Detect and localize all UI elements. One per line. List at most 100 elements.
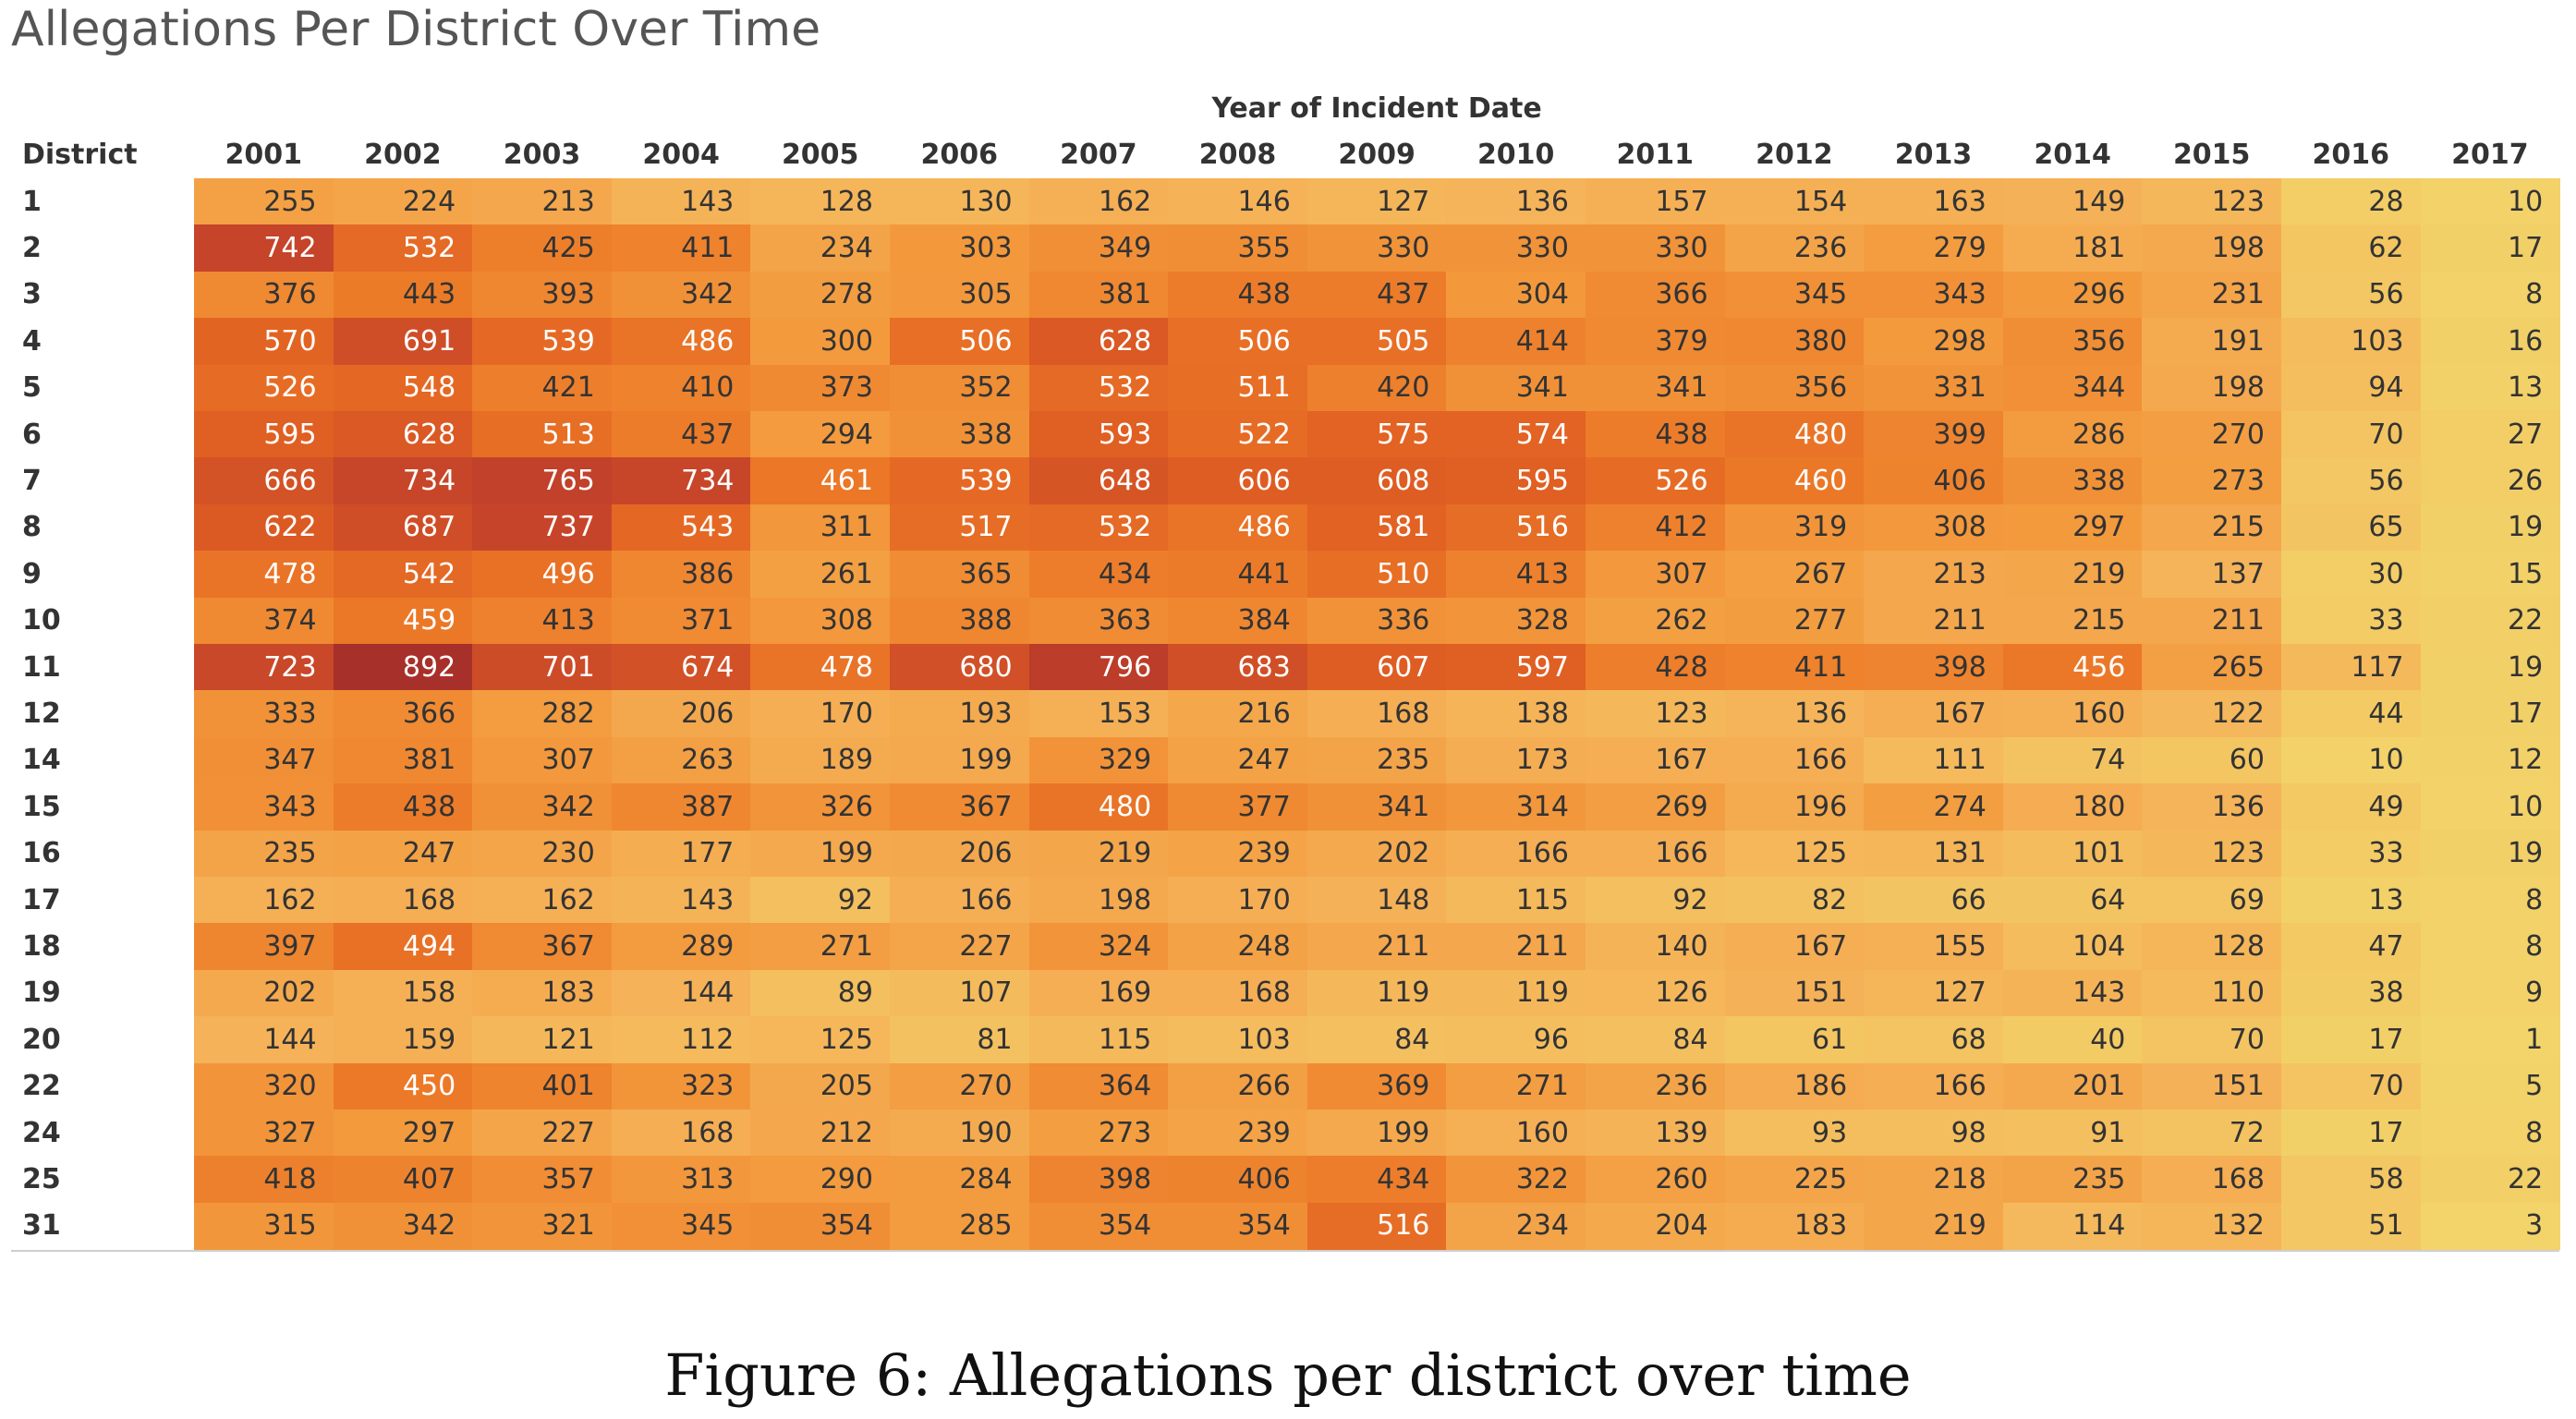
heatmap-cell xyxy=(2281,783,2422,831)
row-header: 20 xyxy=(22,1023,61,1056)
cell-value: 115 xyxy=(1098,1023,1152,1056)
heatmap-cell xyxy=(2281,1016,2422,1064)
heatmap-cell xyxy=(611,644,751,691)
cell-value: 342 xyxy=(402,1209,456,1243)
heatmap-cell xyxy=(750,457,891,505)
cell-value: 17 xyxy=(2368,1023,2404,1056)
heatmap-cell xyxy=(333,1016,473,1064)
heatmap-cell xyxy=(1864,690,2004,738)
column-header: 2005 xyxy=(781,139,859,171)
cell-value: 17 xyxy=(2368,1116,2404,1149)
heatmap-cell xyxy=(2281,736,2422,784)
cell-value: 235 xyxy=(263,837,317,870)
column-header: 2004 xyxy=(642,139,720,171)
heatmap-cell xyxy=(333,318,473,366)
heatmap-cell xyxy=(472,877,613,924)
heatmap-cell xyxy=(472,690,613,738)
cell-value: 19 xyxy=(2508,511,2544,544)
cell-value: 224 xyxy=(402,185,456,218)
cell-value: 159 xyxy=(402,1023,456,1056)
cell-value: 170 xyxy=(1237,883,1291,916)
cell-value: 44 xyxy=(2368,697,2404,731)
heatmap-cell xyxy=(750,411,891,458)
heatmap-cell xyxy=(890,1016,1030,1064)
heatmap-cell xyxy=(2420,1016,2560,1064)
heatmap-cell xyxy=(1306,1016,1447,1064)
heatmap-cell xyxy=(1446,457,1586,505)
cell-value: 303 xyxy=(959,232,1013,265)
heatmap-cell xyxy=(333,877,473,924)
column-header: 2015 xyxy=(2172,139,2251,171)
heatmap-cell xyxy=(1306,1156,1447,1204)
heatmap-cell xyxy=(1586,644,1726,691)
heatmap-cell xyxy=(2281,1156,2422,1204)
cell-value: 628 xyxy=(402,418,456,451)
cell-value: 119 xyxy=(1515,976,1569,1010)
heatmap-cell xyxy=(194,923,334,971)
cell-value: 110 xyxy=(2211,976,2265,1010)
cell-value: 516 xyxy=(1515,511,1569,544)
cell-value: 356 xyxy=(1793,371,1848,405)
cell-value: 414 xyxy=(1515,324,1569,358)
cell-value: 581 xyxy=(1377,511,1430,544)
heatmap-cell xyxy=(1168,1016,1308,1064)
cell-value: 58 xyxy=(2368,1163,2404,1196)
heatmap-cell xyxy=(1586,364,1726,412)
cell-value: 68 xyxy=(1950,1023,1987,1056)
column-header: 2002 xyxy=(364,139,442,171)
heatmap-cell xyxy=(750,271,891,319)
cell-value: 139 xyxy=(1655,1116,1708,1149)
heatmap-cell xyxy=(1724,597,1865,645)
heatmap-cell xyxy=(2002,318,2143,366)
heatmap-cell xyxy=(1864,411,2004,458)
heatmap-cell xyxy=(2142,224,2282,273)
heatmap-cell xyxy=(1446,830,1586,878)
heatmap-cell xyxy=(611,503,751,552)
heatmap-cell xyxy=(750,1110,891,1157)
cell-value: 157 xyxy=(1655,185,1708,218)
cell-value: 270 xyxy=(959,1070,1013,1103)
cell-value: 167 xyxy=(1793,930,1848,964)
heatmap-cell xyxy=(2281,1110,2422,1157)
cell-value: 170 xyxy=(820,697,873,731)
cell-value: 496 xyxy=(541,557,595,590)
cell-value: 70 xyxy=(2368,418,2404,451)
column-header: 2009 xyxy=(1338,139,1416,171)
heatmap-cell xyxy=(194,969,334,1017)
heatmap-cell xyxy=(1864,783,2004,831)
cell-value: 89 xyxy=(837,976,873,1010)
heatmap-cell xyxy=(1724,923,1865,971)
cell-value: 666 xyxy=(263,465,317,498)
heatmap-cell xyxy=(611,364,751,412)
heatmap-cell xyxy=(2420,411,2560,458)
cell-value: 28 xyxy=(2368,185,2404,218)
cell-value: 225 xyxy=(1793,1163,1848,1196)
cell-value: 338 xyxy=(2072,465,2126,498)
column-header: 2008 xyxy=(1198,139,1277,171)
heatmap-cell xyxy=(1028,271,1169,319)
heatmap-cell xyxy=(1446,644,1586,691)
cell-value: 606 xyxy=(1237,465,1291,498)
heatmap-cell xyxy=(194,178,334,225)
heatmap-cell xyxy=(890,271,1030,319)
heatmap-cell xyxy=(2002,1110,2143,1157)
heatmap-cell xyxy=(1028,1016,1169,1064)
heatmap-cell xyxy=(890,644,1030,691)
heatmap-cell xyxy=(194,411,334,458)
cell-value: 297 xyxy=(2072,511,2126,544)
heatmap-cell xyxy=(1446,1156,1586,1204)
cell-value: 532 xyxy=(1098,371,1152,405)
heatmap-cell xyxy=(2420,969,2560,1017)
cell-value: 154 xyxy=(1793,185,1848,218)
heatmap-cell xyxy=(1586,597,1726,645)
heatmap-cell xyxy=(890,969,1030,1017)
heatmap-cell xyxy=(2142,271,2282,319)
cell-value: 459 xyxy=(402,604,456,637)
heatmap-cell xyxy=(1168,923,1308,971)
cell-value: 199 xyxy=(959,744,1013,777)
cell-value: 397 xyxy=(263,930,317,964)
heatmap-cell xyxy=(194,597,334,645)
cell-value: 321 xyxy=(541,1209,595,1243)
row-header: 8 xyxy=(22,511,42,544)
heatmap-cell xyxy=(750,1062,891,1110)
